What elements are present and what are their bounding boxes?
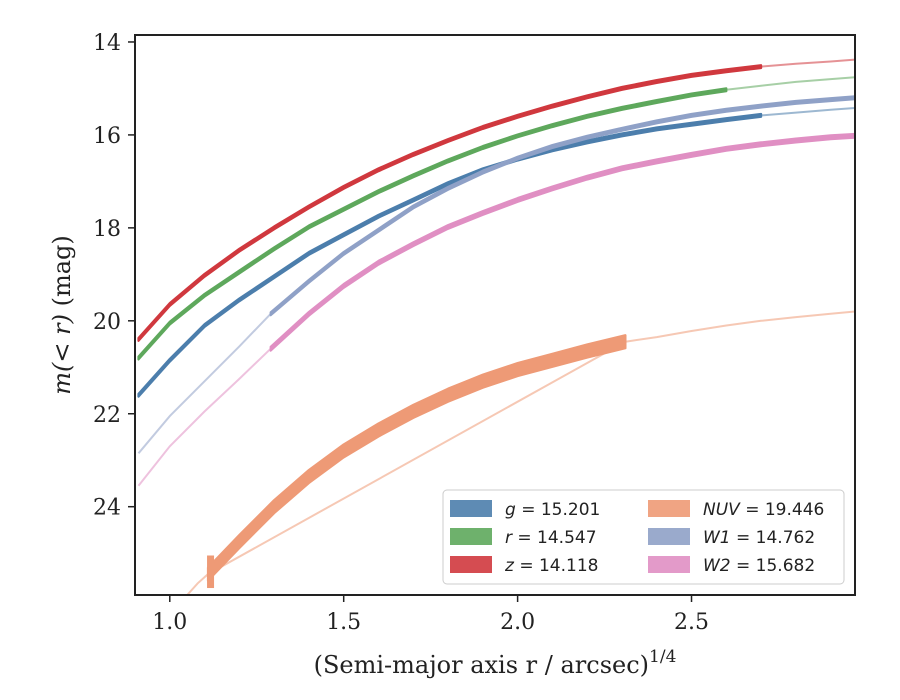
series-r-model-line: [726, 76, 855, 91]
x-tick-label: 2.5: [674, 610, 709, 635]
x-axis: 1.0 1.5 2.0 2.5: [152, 595, 709, 635]
y-tick-label: 14: [93, 31, 121, 56]
legend-value-z: = 14.118: [514, 556, 599, 576]
series-nuv-edge-error: [207, 555, 215, 589]
legend-value-g: = 15.201: [516, 500, 601, 520]
legend-swatch-nuv: [648, 500, 690, 517]
series-g-model-line: [761, 107, 855, 117]
y-tick-label: 22: [93, 403, 121, 428]
legend-label-w2: W2 = 15.682: [703, 556, 815, 576]
series-r-band: [137, 87, 728, 361]
series-g-band: [137, 112, 763, 398]
series-z-band: [137, 64, 763, 342]
x-axis-title: (Semi-major axis r / arcsec)1/4: [314, 647, 677, 679]
legend-swatch-w2: [648, 556, 690, 573]
y-axis: 14 16 18 20 22 24: [93, 31, 135, 521]
legend-label-w1: W1 = 14.762: [703, 528, 815, 548]
legend-label-nuv: NUV = 19.446: [703, 500, 824, 520]
legend-symbol-z: z: [504, 556, 515, 576]
y-axis-title: m(< r) (mag): [48, 235, 76, 395]
series-w2-band: [269, 132, 855, 352]
x-tick-label: 2.0: [500, 610, 535, 635]
curves-layer: [137, 58, 855, 595]
legend-swatch-z: [450, 556, 492, 573]
legend-swatch-r: [450, 528, 492, 545]
legend-label-r: r = 14.547: [505, 528, 597, 548]
series-nuv-band: [206, 334, 627, 582]
y-tick-label: 20: [93, 310, 121, 335]
y-tick-label: 16: [93, 124, 121, 149]
legend-value-nuv: = 19.446: [740, 500, 825, 520]
legend-value-r: = 14.547: [512, 528, 597, 548]
legend-symbol-nuv: NUV: [703, 500, 741, 520]
x-tick-label: 1.0: [152, 610, 187, 635]
series-w2-model-line: [137, 347, 272, 487]
legend-symbol-r: r: [505, 528, 513, 548]
series-w1-model-line: [137, 313, 272, 454]
y-tick-label: 24: [93, 496, 121, 521]
legend-symbol-g: g: [505, 500, 516, 520]
plot-frame: [134, 34, 856, 596]
legend-box: [442, 489, 845, 585]
legend-label-g: g = 15.201: [505, 500, 600, 520]
series-z-model-line: [761, 58, 855, 68]
legend-label-z: z = 14.118: [504, 556, 598, 576]
series-nuv-model-line: [186, 310, 855, 595]
legend-value-w1: = 14.762: [731, 528, 816, 548]
y-tick-label: 18: [93, 217, 121, 242]
legend-symbol-w2: W2: [703, 556, 731, 576]
series-w1-band: [269, 95, 855, 317]
legend-swatch-w1: [648, 528, 690, 545]
legend-value-w2: = 15.682: [731, 556, 816, 576]
legend-symbol-w1: W1: [703, 528, 731, 548]
legend-swatch-g: [450, 500, 492, 517]
x-tick-label: 1.5: [326, 610, 361, 635]
